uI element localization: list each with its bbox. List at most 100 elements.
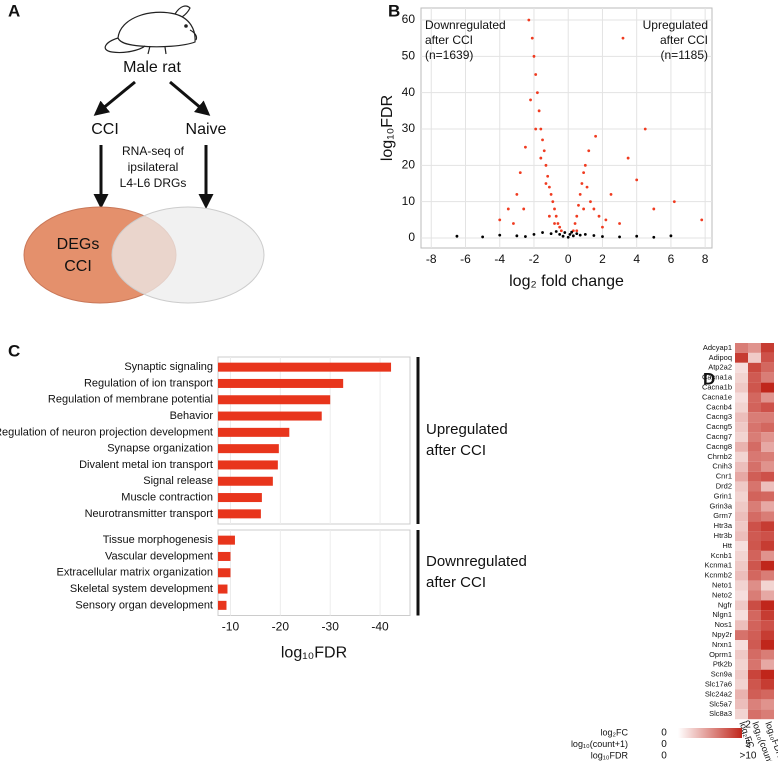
heatmap-cell [761,501,774,512]
root-label: Male rat [123,59,181,76]
heatmap-cell [761,590,774,601]
row-label: Drd2 [716,482,732,491]
point [512,222,515,225]
x-tick-label: -8 [426,252,437,266]
heatmap-cell [761,362,774,373]
row-label: Adipoq [709,353,732,362]
point [556,222,560,225]
legend-tick: 2 [745,720,751,731]
point [547,185,551,189]
arrow [169,80,211,116]
point [583,232,587,236]
point [532,54,536,58]
panel-letter: A [8,1,20,20]
row-label: Cacng7 [706,432,732,441]
point [559,229,563,233]
row-label: Adcyap1 [703,343,732,352]
point [522,207,526,211]
heatmap-cell [761,382,774,393]
point [544,163,548,167]
heatmap-cell [735,570,748,581]
point [601,225,604,229]
row-label: Cnih3 [712,462,732,471]
heatmap-cell [748,679,761,690]
row-label: Htr3b [714,531,732,540]
panel-letter: B [388,1,400,20]
heatmap-cell [748,362,761,373]
group-label: after CCI [426,442,486,459]
method-text: RNA-seq of [122,144,185,158]
row-label: Kcnb1 [711,551,732,560]
heatmap-cell [748,630,761,640]
panel-letter: C [8,341,20,360]
heatmap-cell [748,442,761,452]
point [498,218,502,222]
category-label: Muscle contraction [121,491,213,503]
y-tick-label: 40 [402,85,416,99]
y-tick-label: 30 [402,121,416,135]
bar [218,535,235,545]
point [585,185,589,189]
point [547,214,551,218]
point [542,149,546,153]
category-label: Synapse organization [107,443,213,455]
point [643,127,647,131]
group-label: Upregulated [426,421,508,438]
heatmap-cell [735,560,748,571]
x-axis-label: log₁₀FDR [281,645,347,662]
row-label: Scn9a [711,670,733,679]
annotation: after CCI [660,33,708,47]
heatmap-cell [748,560,761,571]
panel-a: A Male rat CCI Naive RNA-seq of ipsilate… [8,1,265,304]
point [529,98,532,102]
point [578,233,582,237]
heatmap-cell [748,511,761,522]
point [618,235,621,239]
y-tick-label: 50 [402,48,416,62]
point [544,182,548,185]
x-tick-label: -6 [460,252,471,266]
heatmap-cell [748,600,761,611]
group-label: Downregulated [426,553,527,570]
panel-letter: D [703,369,715,388]
point [563,231,567,234]
row-label: Slc8a3 [709,709,732,718]
point [594,134,597,138]
bar [218,600,227,610]
plot-area [420,7,713,249]
heatmap-cell [761,649,774,660]
bar [218,460,278,470]
x-axis-label: log₂ fold change [509,273,624,290]
heatmap-cell [748,372,761,383]
point [583,163,587,167]
heatmap-cell [761,422,774,433]
point [566,235,570,239]
annotation: after CCI [425,33,473,47]
category-label: Skeletal system development [70,583,213,595]
row-label: Nos1 [714,620,732,629]
heatmap-cell [748,610,761,621]
heatmap-cell [761,402,774,413]
heatmap-cell [735,590,748,601]
heatmap-cell [735,640,748,650]
bar [218,395,331,405]
heatmap-cell [761,491,774,502]
point [530,36,534,40]
heatmap-cell [761,372,774,383]
legend-label: log₂FC [600,727,628,737]
legend-label: log₁₀(count+1) [571,739,628,749]
point [539,127,543,131]
category-label: Divalent metal ion transport [79,459,213,471]
point [536,91,539,95]
heatmap-cell [761,471,774,482]
x-tick-label: 6 [668,252,675,266]
legend-tick: 0 [661,739,667,750]
x-tick-label: -40 [371,620,389,634]
heatmap-cell [748,531,761,541]
category-label: Synaptic signaling [124,361,213,373]
heatmap-cell [748,491,761,502]
heatmap-cell [735,689,748,700]
point [672,200,676,204]
heatmap-cell [748,392,761,403]
point [524,145,527,149]
